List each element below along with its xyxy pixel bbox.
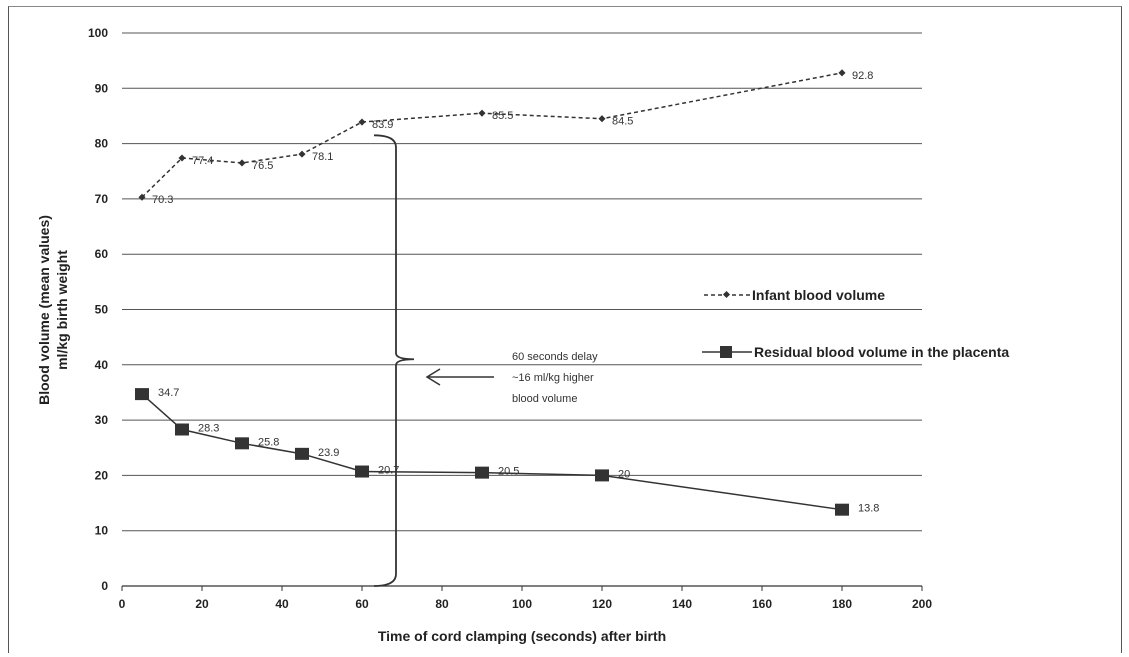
series-0-data-label-0: 70.3	[152, 194, 173, 206]
series-line-0	[141, 72, 843, 198]
y-tick-label-80: 80	[95, 137, 109, 151]
series-0-point-2	[238, 159, 246, 167]
legend-infant-blood-volume: Infant blood volume	[704, 287, 885, 303]
series-line-1	[141, 393, 843, 511]
series-1-data-label-7: 13.8	[858, 503, 879, 515]
series-1-point-3	[295, 447, 309, 460]
series-0-point-6	[598, 115, 606, 123]
y-tick-label-70: 70	[95, 192, 109, 206]
series-0-point-7	[838, 69, 846, 77]
y-tick-label-20: 20	[95, 468, 109, 482]
series-1-point-5	[475, 466, 489, 479]
series	[135, 69, 849, 516]
y-axis-title-line1: Blood volume (mean values)	[36, 215, 52, 405]
y-tick-label-0: 0	[101, 579, 108, 593]
series-1-point-7	[835, 503, 849, 516]
delay-brace-path	[373, 134, 415, 587]
series-1-data-label-4: 20.7	[378, 465, 399, 477]
left-arrow-icon	[425, 368, 494, 386]
y-tick-label-30: 30	[95, 413, 109, 427]
series-1-data-label-0: 34.7	[158, 387, 179, 399]
legend-diamond-marker	[722, 290, 731, 299]
x-tick-label-0: 0	[119, 597, 126, 611]
data-labels: 70.3 77.4 76.5 78.1 83.9 85.5 84.5 92.8 34.7 28.3…	[152, 70, 879, 515]
legend-label-infant: Infant blood volume	[752, 287, 885, 303]
series-1-data-label-6: 20	[618, 468, 630, 480]
x-tick-label-60: 60	[355, 597, 369, 611]
series-0-point-5	[478, 109, 486, 117]
series-0-point-3	[298, 150, 306, 158]
legend-label-placenta: Residual blood volume in the placenta	[754, 344, 1009, 360]
axes	[121, 585, 923, 591]
series-1-point-0	[135, 388, 149, 401]
gridlines	[122, 32, 922, 587]
series-0-data-label-3: 78.1	[312, 151, 333, 163]
chart-frame	[8, 6, 1122, 653]
delay-annotation: 60 seconds delay ~16 ml/kg higher blood …	[425, 351, 598, 405]
series-0-point-4	[358, 118, 366, 126]
x-tick-label-80: 80	[435, 597, 449, 611]
series-0-data-label-7: 92.8	[852, 70, 873, 82]
series-1-data-label-1: 28.3	[198, 423, 219, 435]
series-1-data-label-5: 20.5	[498, 466, 519, 478]
series-1-point-6	[595, 469, 609, 482]
annotation-line-2: ~16 ml/kg higher	[512, 372, 594, 384]
legend-residual-placenta: Residual blood volume in the placenta	[702, 344, 1009, 360]
tick-labels: 0 10 20 30 40 50 60 70 80 90 100 0 20 40 60 80 100 120 140…	[88, 26, 932, 611]
y-tick-label-90: 90	[95, 81, 109, 95]
annotation-line-3: blood volume	[512, 393, 577, 405]
x-tick-label-40: 40	[275, 597, 289, 611]
x-tick-label-160: 160	[752, 597, 772, 611]
series-1-data-label-2: 25.8	[258, 436, 279, 448]
annotation-line-1: 60 seconds delay	[512, 351, 598, 363]
x-tick-label-100: 100	[512, 597, 532, 611]
series-0-data-label-1: 77.4	[192, 155, 213, 167]
delay-brace	[373, 134, 415, 587]
y-axis-title-line2: ml/kg birth weight	[54, 250, 70, 370]
series-1-point-2	[235, 437, 249, 450]
series-1-point-4	[355, 465, 369, 478]
series-0-data-label-4: 83.9	[372, 119, 393, 131]
legend-square-marker	[720, 346, 732, 358]
x-tick-label-20: 20	[195, 597, 209, 611]
series-1-data-label-3: 23.9	[318, 447, 339, 459]
legend: Infant blood volume Residual blood volum…	[702, 287, 1009, 360]
x-tick-label-120: 120	[592, 597, 612, 611]
x-tick-label-200: 200	[912, 597, 932, 611]
series-0-data-label-5: 85.5	[492, 110, 513, 122]
series-1-point-1	[175, 423, 189, 436]
x-tick-label-140: 140	[672, 597, 692, 611]
series-0-point-0	[138, 193, 146, 201]
y-tick-label-50: 50	[95, 303, 109, 317]
y-tick-label-100: 100	[88, 26, 108, 40]
series-0-data-label-2: 76.5	[252, 160, 273, 172]
series-0-data-label-6: 84.5	[612, 116, 633, 128]
y-tick-label-60: 60	[95, 247, 109, 261]
y-tick-label-40: 40	[95, 358, 109, 372]
series-0-point-1	[178, 154, 186, 162]
x-tick-label-180: 180	[832, 597, 852, 611]
x-axis-title: Time of cord clamping (seconds) after bi…	[378, 628, 666, 644]
y-tick-label-10: 10	[95, 524, 109, 538]
